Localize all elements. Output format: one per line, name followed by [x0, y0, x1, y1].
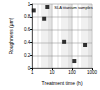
svg-text:0.2: 0.2	[24, 53, 31, 58]
svg-text:1: 1	[28, 2, 31, 7]
svg-text:10: 10	[50, 70, 56, 75]
svg-text:SLA titanium samples: SLA titanium samples	[54, 5, 92, 10]
svg-text:Treatment time (h): Treatment time (h)	[42, 80, 83, 86]
svg-text:1: 1	[31, 70, 34, 75]
svg-text:0: 0	[27, 65, 31, 71]
svg-text:0.4: 0.4	[24, 40, 31, 45]
svg-text:Roughness (μm): Roughness (μm)	[8, 17, 14, 54]
svg-text:1000: 1000	[87, 70, 98, 75]
svg-text:0.6: 0.6	[24, 27, 31, 32]
svg-text:0.8: 0.8	[24, 14, 31, 19]
svg-text:100: 100	[68, 70, 76, 75]
